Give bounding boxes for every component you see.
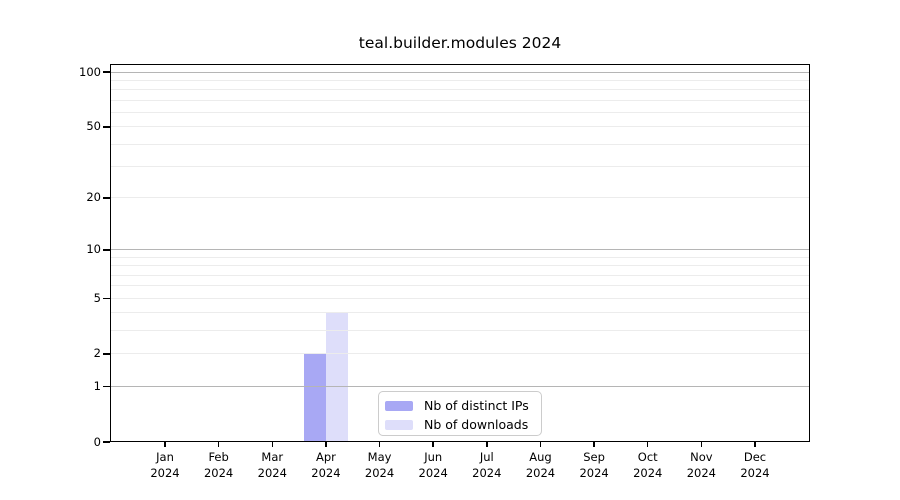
y-tick-label-2: 2 xyxy=(93,346,101,361)
x-tick-label-feb-2024: Feb 2024 xyxy=(203,450,234,480)
minor-gridline-20 xyxy=(111,197,809,199)
x-tick-aug-2024 xyxy=(539,442,542,447)
x-tick-jun-2024 xyxy=(432,442,434,447)
minor-gridline-50 xyxy=(111,126,809,128)
x-tick-may-2024 xyxy=(378,442,381,447)
minor-gridline-60 xyxy=(111,111,809,113)
minor-gridline-90 xyxy=(111,79,809,81)
x-tick-sep-2024 xyxy=(593,442,595,447)
x-tick-label-sep-2024: Sep 2024 xyxy=(579,450,609,480)
y-tick-label-1: 1 xyxy=(93,378,101,393)
minor-gridline-5 xyxy=(111,297,809,299)
x-tick-label-mar-2024: Mar 2024 xyxy=(257,450,287,480)
minor-gridline-80 xyxy=(111,89,809,91)
minor-gridline-7 xyxy=(111,274,809,276)
y-tick-label-100: 100 xyxy=(79,64,101,79)
y-tick-label-10: 10 xyxy=(86,242,101,257)
y-tick-label-20: 20 xyxy=(86,190,101,205)
major-gridline-10 xyxy=(111,249,809,251)
minor-gridline-3 xyxy=(111,330,809,332)
y-tick-100 xyxy=(103,71,110,73)
x-tick-label-aug-2024: Aug 2024 xyxy=(525,450,556,480)
chart-title: teal.builder.modules 2024 xyxy=(358,34,562,52)
y-tick-2 xyxy=(103,353,110,355)
x-tick-label-dec-2024: Dec 2024 xyxy=(740,450,770,480)
major-gridline-100 xyxy=(111,71,809,73)
minor-gridline-2 xyxy=(111,353,809,355)
y-tick-5 xyxy=(103,297,110,300)
minor-gridline-6 xyxy=(111,285,809,287)
y-tick-label-5: 5 xyxy=(93,290,101,305)
minor-gridline-70 xyxy=(111,99,809,101)
x-tick-label-may-2024: May 2024 xyxy=(364,450,395,480)
legend-label-downloads: Nb of downloads xyxy=(424,417,529,432)
y-tick-1 xyxy=(103,385,110,388)
minor-gridline-40 xyxy=(111,143,809,145)
x-tick-apr-2024 xyxy=(325,442,327,447)
legend-swatch-downloads xyxy=(385,419,413,430)
x-tick-feb-2024 xyxy=(217,442,220,447)
major-gridline-1 xyxy=(111,385,809,387)
x-tick-label-apr-2024: Apr 2024 xyxy=(311,450,341,480)
x-tick-label-oct-2024: Oct 2024 xyxy=(633,450,663,480)
minor-gridline-4 xyxy=(111,312,809,314)
x-tick-label-jun-2024: Jun 2024 xyxy=(418,450,448,480)
y-tick-20 xyxy=(103,197,110,199)
minor-gridline-8 xyxy=(111,265,809,267)
legend: Nb of distinct IPs Nb of downloads xyxy=(378,391,542,436)
bar-nb-of-distinct-ips-apr-2024 xyxy=(303,353,326,442)
minor-gridline-30 xyxy=(111,166,809,168)
minor-gridline-9 xyxy=(111,256,809,258)
y-tick-10 xyxy=(103,249,110,251)
x-tick-nov-2024 xyxy=(700,442,703,447)
y-tick-label-0: 0 xyxy=(93,434,101,449)
legend-item-downloads: Nb of downloads xyxy=(385,415,533,434)
x-tick-jan-2024 xyxy=(164,442,166,447)
x-tick-label-jan-2024: Jan 2024 xyxy=(150,450,180,480)
legend-item-distinct-ips: Nb of distinct IPs xyxy=(385,396,533,415)
legend-label-distinct-ips: Nb of distinct IPs xyxy=(424,398,529,413)
x-tick-label-jul-2024: Jul 2024 xyxy=(472,450,502,480)
x-tick-jul-2024 xyxy=(486,442,488,447)
y-tick-label-50: 50 xyxy=(86,119,101,134)
bar-nb-of-downloads-apr-2024 xyxy=(325,312,348,442)
y-tick-0 xyxy=(103,441,110,443)
y-tick-50 xyxy=(103,126,110,128)
x-tick-mar-2024 xyxy=(271,442,274,447)
legend-swatch-distinct-ips xyxy=(385,400,413,411)
x-tick-dec-2024 xyxy=(754,442,756,447)
x-tick-oct-2024 xyxy=(646,442,649,447)
x-tick-label-nov-2024: Nov 2024 xyxy=(686,450,716,480)
